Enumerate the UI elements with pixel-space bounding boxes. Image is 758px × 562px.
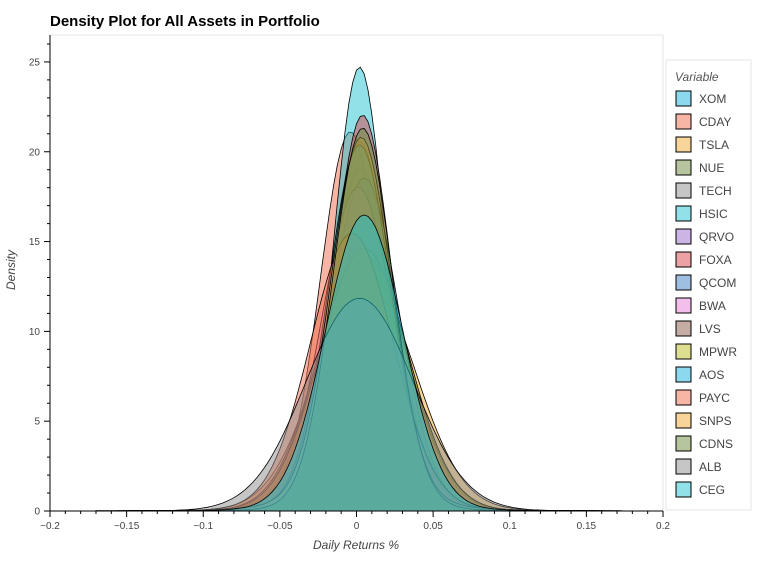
density-areas <box>95 66 625 512</box>
x-tick-label: −0.2 <box>40 521 60 532</box>
legend-label: TSLA <box>699 138 729 152</box>
legend-label: BWA <box>699 299 726 313</box>
legend-label: HSIC <box>699 207 728 221</box>
legend-swatch <box>675 136 692 153</box>
x-tick-label: 0.1 <box>503 521 517 532</box>
y-tick-label: 10 <box>29 327 41 338</box>
x-tick-label: 0.05 <box>423 521 443 532</box>
x-axis-ticks: −0.2 −0.15 −0.1 −0.05 0 0.05 0.1 0.15 0.2 <box>40 511 670 532</box>
legend-label: AOS <box>699 368 724 382</box>
legend-swatch <box>675 458 692 475</box>
x-tick-label: −0.05 <box>267 521 293 532</box>
x-tick-label: 0 <box>354 521 360 532</box>
legend: Variable XOM CDAY TSLA NUE TECH HSIC QRVO FOXA Q… <box>665 59 752 511</box>
y-axis-label: Density <box>4 249 18 290</box>
legend-swatch <box>675 182 692 199</box>
x-tick-label: 0.15 <box>577 521 597 532</box>
legend-label: CDNS <box>699 437 733 451</box>
legend-swatch <box>675 412 692 429</box>
legend-swatch <box>675 113 692 130</box>
legend-label: CEG <box>699 483 725 497</box>
legend-label: XOM <box>699 92 726 106</box>
x-tick-label: −0.15 <box>114 521 140 532</box>
legend-swatch <box>675 90 692 107</box>
legend-swatch <box>675 343 692 360</box>
legend-items: XOM CDAY TSLA NUE TECH HSIC QRVO FOXA QCOM BWA LVS… <box>675 90 737 498</box>
legend-swatch <box>675 366 692 383</box>
legend-swatch <box>675 251 692 268</box>
y-tick-label: 15 <box>29 237 41 248</box>
legend-swatch <box>675 435 692 452</box>
legend-swatch <box>675 297 692 314</box>
x-tick-label: −0.1 <box>193 521 213 532</box>
y-tick-label: 25 <box>29 57 41 68</box>
legend-swatch <box>675 481 692 498</box>
y-tick-label: 0 <box>34 507 40 518</box>
legend-label: PAYC <box>699 391 730 405</box>
legend-label: SNPS <box>699 414 732 428</box>
legend-label: QCOM <box>699 276 736 290</box>
legend-label: FOXA <box>699 253 732 267</box>
legend-label: QRVO <box>699 230 734 244</box>
y-tick-label: 5 <box>34 417 40 428</box>
legend-title: Variable <box>675 70 719 84</box>
y-tick-label: 20 <box>29 147 41 158</box>
legend-label: LVS <box>699 322 721 336</box>
legend-swatch <box>675 205 692 222</box>
x-tick-label: 0.2 <box>656 521 670 532</box>
legend-swatch <box>675 228 692 245</box>
legend-label: TECH <box>699 184 732 198</box>
legend-swatch <box>675 159 692 176</box>
legend-label: CDAY <box>699 115 731 129</box>
legend-swatch <box>675 389 692 406</box>
legend-swatch <box>675 320 692 337</box>
legend-label: MPWR <box>699 345 737 359</box>
legend-label: NUE <box>699 161 724 175</box>
x-axis-label: Daily Returns % <box>313 538 399 552</box>
legend-label: ALB <box>699 460 722 474</box>
y-axis-ticks: 0 5 10 15 20 25 <box>29 43 50 518</box>
chart-title: Density Plot for All Assets in Portfolio <box>50 13 320 30</box>
legend-swatch <box>675 274 692 291</box>
